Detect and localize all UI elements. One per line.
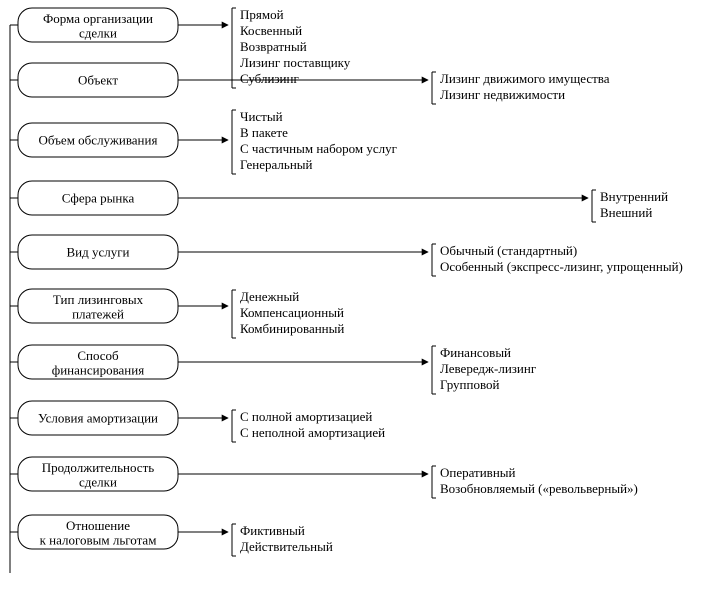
category-label: Условия амортизации [38,411,158,426]
item-label: Компенсационный [240,305,344,320]
item-label: Генеральный [240,157,313,172]
item-label: Оперативный [440,465,516,480]
item-label: С полной амортизацией [240,409,372,424]
item-label: Обычный (стандартный) [440,243,577,258]
item-label: Прямой [240,7,284,22]
item-label: С частичным набором услуг [240,141,397,156]
item-label: Чистый [240,109,283,124]
item-label: Лизинг недвижимости [440,87,565,102]
item-label: Фиктивный [240,523,305,538]
item-label: Лизинг поставщику [240,55,351,70]
category-label: Вид услуги [66,245,129,260]
classification-diagram: Форма организациисделкиПрямойКосвенныйВо… [0,0,721,595]
item-label: Внутренний [600,189,668,204]
category-label: Сфера рынка [62,191,135,206]
item-label: Сублизинг [240,71,299,86]
item-label: Возобновляемый («револьверный») [440,481,638,496]
item-label: Возвратный [240,39,307,54]
item-label: Левередж-лизинг [440,361,536,376]
item-label: Финансовый [440,345,511,360]
item-label: Лизинг движимого имущества [440,71,610,86]
item-label: Внешний [600,205,652,220]
item-label: Косвенный [240,23,302,38]
item-label: Особенный (экспресс-лизинг, упрощенный) [440,259,683,274]
item-label: Комбинированный [240,321,344,336]
item-label: С неполной амортизацией [240,425,385,440]
item-label: Групповой [440,377,499,392]
item-label: Действительный [240,539,333,554]
category-label: Объем обслуживания [39,133,158,148]
item-label: В пакете [240,125,288,140]
item-label: Денежный [240,289,299,304]
category-label: Объект [78,73,118,88]
